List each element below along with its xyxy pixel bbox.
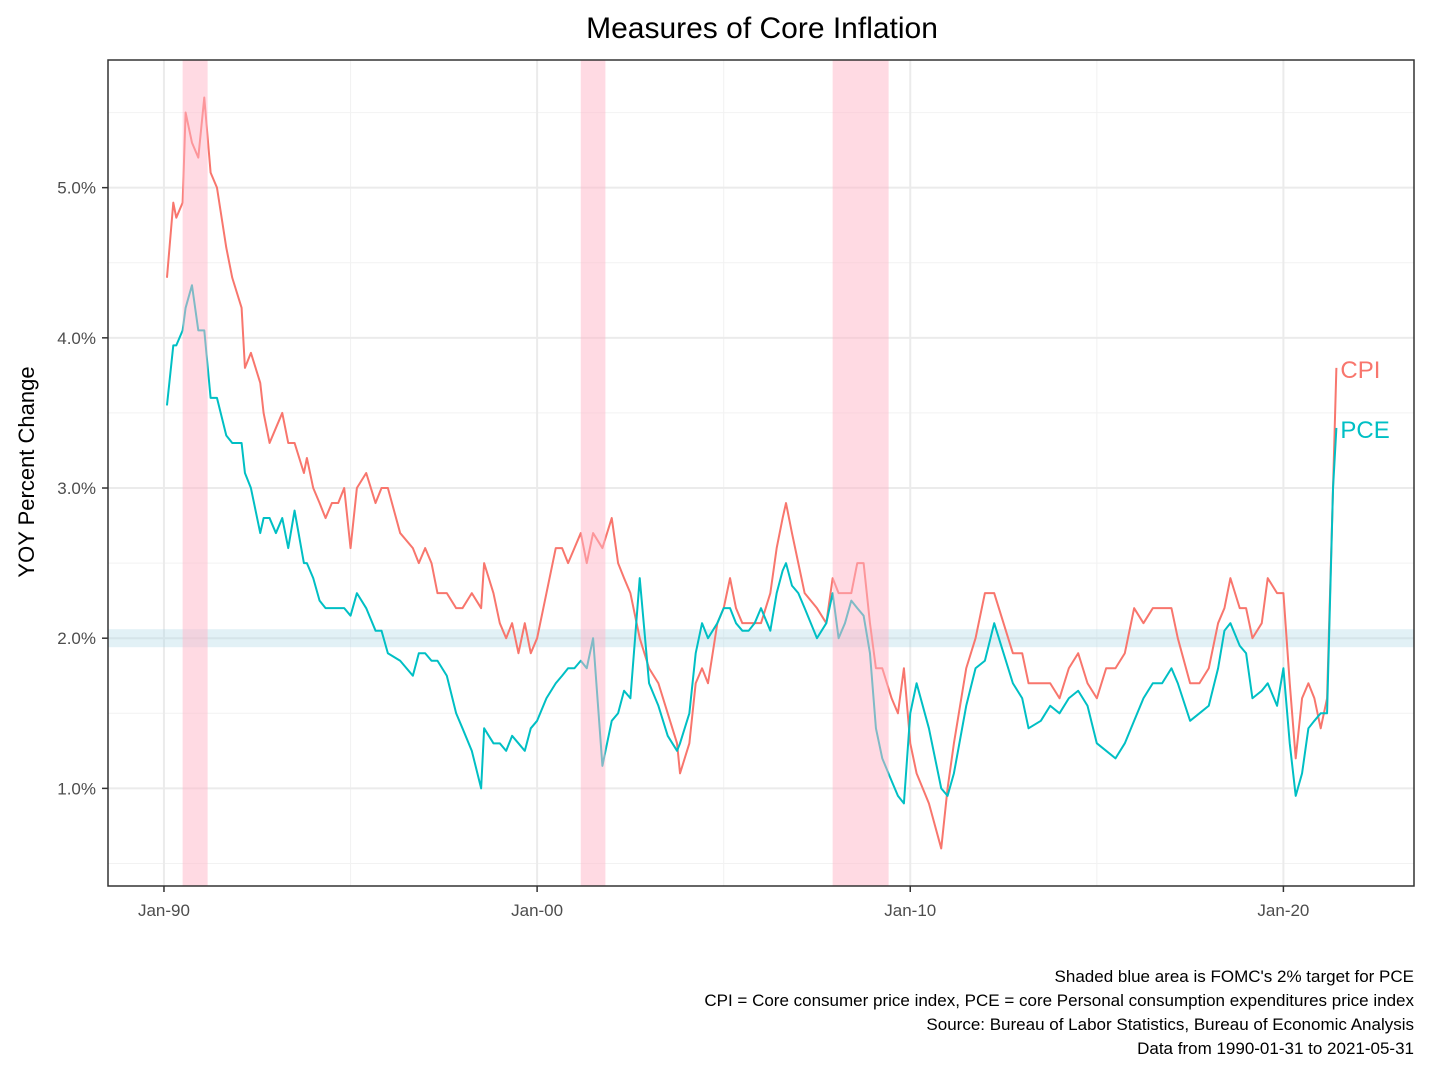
- chart-title: Measures of Core Inflation: [586, 12, 938, 45]
- chart-caption: Shaded blue area is FOMC's 2% target for…: [704, 967, 1414, 1058]
- y-tick-label: 3.0%: [57, 479, 96, 498]
- x-tick-label: Jan-00: [511, 901, 563, 920]
- y-tick-label: 1.0%: [57, 779, 96, 798]
- y-tick-label: 2.0%: [57, 629, 96, 648]
- x-tick-label: Jan-90: [138, 901, 190, 920]
- x-tick-label: Jan-20: [1257, 901, 1309, 920]
- plot-background: [108, 60, 1414, 886]
- caption-line: CPI = Core consumer price index, PCE = c…: [704, 991, 1414, 1010]
- series-line-pce: [165, 284, 1338, 805]
- caption-line: Data from 1990-01-31 to 2021-05-31: [1137, 1039, 1414, 1058]
- y-tick-label: 4.0%: [57, 329, 96, 348]
- x-tick-label: Jan-10: [884, 901, 936, 920]
- target-band: [108, 629, 1414, 648]
- caption-line: Shaded blue area is FOMC's 2% target for…: [1055, 967, 1414, 986]
- recession-shading: [580, 60, 606, 886]
- caption-line: Source: Bureau of Labor Statistics, Bure…: [926, 1015, 1414, 1034]
- y-axis-title: YOY Percent Change: [14, 366, 39, 577]
- plot-border: [107, 59, 1415, 887]
- recession-shading: [832, 60, 889, 886]
- y-tick-label: 5.0%: [57, 179, 96, 198]
- plot-area: CPI PCE Jan-90 Jan-00 Jan-10 Jan-20 1.0% 2.0% 3.…: [57, 59, 1415, 920]
- series-label-pce: PCE: [1340, 417, 1389, 444]
- series-label-cpi: CPI: [1340, 357, 1380, 384]
- recession-shading: [182, 60, 208, 886]
